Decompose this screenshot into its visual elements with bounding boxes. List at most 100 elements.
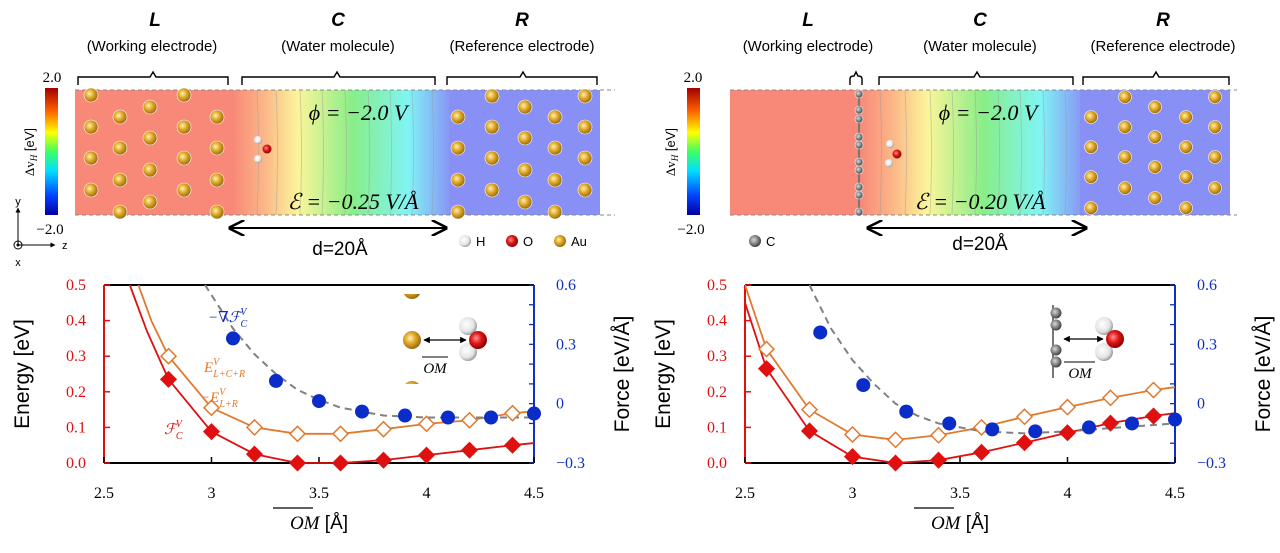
series-fit-line xyxy=(808,284,1176,435)
gold-atom xyxy=(1179,201,1193,215)
gold-atom xyxy=(1084,110,1098,124)
free-energy-point xyxy=(972,443,991,461)
contour-line xyxy=(367,89,370,216)
x-tick-label: 3 xyxy=(208,485,216,502)
x-tick-label: 2.5 xyxy=(94,485,114,502)
gold-atom xyxy=(547,172,563,188)
colorbar-label: ΔvH [eV] xyxy=(22,128,39,176)
gold-atom xyxy=(547,109,563,125)
carbon-atom xyxy=(854,132,864,142)
schematic-right: L (Working electrode) C (Water molecule)… xyxy=(663,10,1237,255)
gold-atom xyxy=(176,87,192,103)
x-axis-label-unit: [Å] xyxy=(320,513,349,534)
force-point xyxy=(1125,416,1139,431)
svg-text:H: H xyxy=(476,234,485,249)
gold-atom xyxy=(547,204,563,220)
series-E-line xyxy=(137,284,535,435)
carbon-atom xyxy=(854,190,864,200)
colorbar xyxy=(687,88,700,215)
x-tick-label: 4 xyxy=(1064,485,1072,502)
gold-atom xyxy=(1118,181,1132,195)
energy-difference-point xyxy=(1015,408,1034,426)
free-energy-point xyxy=(1058,424,1077,442)
y-left-tick-label: 0.3 xyxy=(707,348,727,365)
y-left-tick-label: 0.1 xyxy=(707,419,727,436)
distance-label: d=20Å xyxy=(952,234,1008,255)
gold-atom xyxy=(484,119,500,135)
y-right-tick-label: 0.6 xyxy=(556,277,576,294)
region-C-letter: C xyxy=(973,10,987,31)
energy-difference-point xyxy=(1101,389,1120,407)
water-molecule xyxy=(885,140,902,167)
y-left-tick-label: 0.2 xyxy=(707,384,727,401)
gold-atom xyxy=(484,182,500,198)
x-tick-label: 2.5 xyxy=(735,485,755,502)
energy-difference-point xyxy=(800,401,819,419)
force-point xyxy=(1028,424,1043,439)
force-point xyxy=(398,408,412,423)
carbon-atom xyxy=(854,165,864,175)
free-energy-point xyxy=(460,441,479,459)
gold-atom xyxy=(142,194,158,210)
y-left-tick-label: 0.0 xyxy=(707,455,727,472)
region-L-label: (Working electrode) xyxy=(743,38,874,55)
energy-difference-point xyxy=(503,404,522,422)
force-point xyxy=(985,422,1000,437)
contour-line xyxy=(1064,89,1067,216)
chart-left-annotations: −∇ℱV C EV L+C+R −EV L+R ℱV C OM xyxy=(164,294,487,442)
y-left-tick-label: 0.5 xyxy=(707,277,727,294)
gold-atom xyxy=(484,88,500,104)
region-C-label: (Water molecule) xyxy=(923,38,1037,55)
free-energy-point xyxy=(929,451,948,469)
x-axis-label-main: OM xyxy=(290,513,321,534)
colorbar-label: ΔvH [eV] xyxy=(663,128,680,176)
gold-atom xyxy=(517,130,533,146)
y-axis-right-label: Force [eV/Å] xyxy=(1252,316,1275,433)
plot-area xyxy=(128,284,541,472)
force-annotation: −∇ℱV C xyxy=(208,307,248,330)
free-energy-point xyxy=(159,370,178,388)
x-axis-label: OM [Å] xyxy=(931,513,989,534)
energy-difference-point xyxy=(374,420,393,438)
energy-difference-point xyxy=(1058,398,1077,416)
free-energy-point xyxy=(843,448,862,466)
y-axis-right-label: Force [eV/Å] xyxy=(611,316,634,433)
x-tick-label: 4 xyxy=(423,485,431,502)
brace-C xyxy=(878,70,1074,85)
brace-R xyxy=(446,70,598,85)
gold-atom xyxy=(577,119,593,135)
region-R-letter: R xyxy=(1156,10,1170,31)
atom-legend: C xyxy=(749,234,775,249)
region-C-letter: C xyxy=(331,10,345,31)
electrode-L-region xyxy=(730,90,870,215)
y-left-tick-label: 0.2 xyxy=(66,384,86,401)
colorbar xyxy=(45,88,58,215)
colorbar-min: −2.0 xyxy=(677,222,704,238)
schematic-left: L (Working electrode) C (Water molecule)… xyxy=(13,10,615,269)
gold-atom xyxy=(142,130,158,146)
gold-atom xyxy=(209,204,225,220)
brace-C xyxy=(241,70,436,85)
y-axis-left-label: Energy [eV] xyxy=(11,319,34,429)
svg-text:z: z xyxy=(62,240,68,252)
energy-force-chart-right: 2.5 3 3.5 4 4.5 0.0 0.1 0.2 0.3 0.4 0.5 −0.3 0 0.3 0.6… xyxy=(652,277,1275,534)
gold-atom xyxy=(112,109,128,125)
potential-contours xyxy=(879,89,1067,216)
force-point xyxy=(269,373,283,388)
free-energy-annotation: ℱV C xyxy=(164,419,184,442)
x-axis-label-main: OM xyxy=(931,513,962,534)
gold-atom xyxy=(1208,181,1222,195)
force-point xyxy=(312,394,326,409)
gold-atoms xyxy=(1084,90,1222,215)
y-right-tick-label: 0.6 xyxy=(1197,277,1217,294)
distance-label: d=20Å xyxy=(312,239,368,260)
svg-text:C: C xyxy=(766,234,775,249)
svg-text:x: x xyxy=(15,257,21,269)
gold-atom xyxy=(1148,191,1162,205)
potential-label: ϕ = −2.0 V xyxy=(939,100,1040,125)
region-R-label: (Reference electrode) xyxy=(449,38,594,55)
inset-label: OM xyxy=(423,361,448,377)
energy-difference-point xyxy=(159,347,178,365)
gold-atom xyxy=(209,140,225,156)
gold-atom xyxy=(209,109,225,125)
